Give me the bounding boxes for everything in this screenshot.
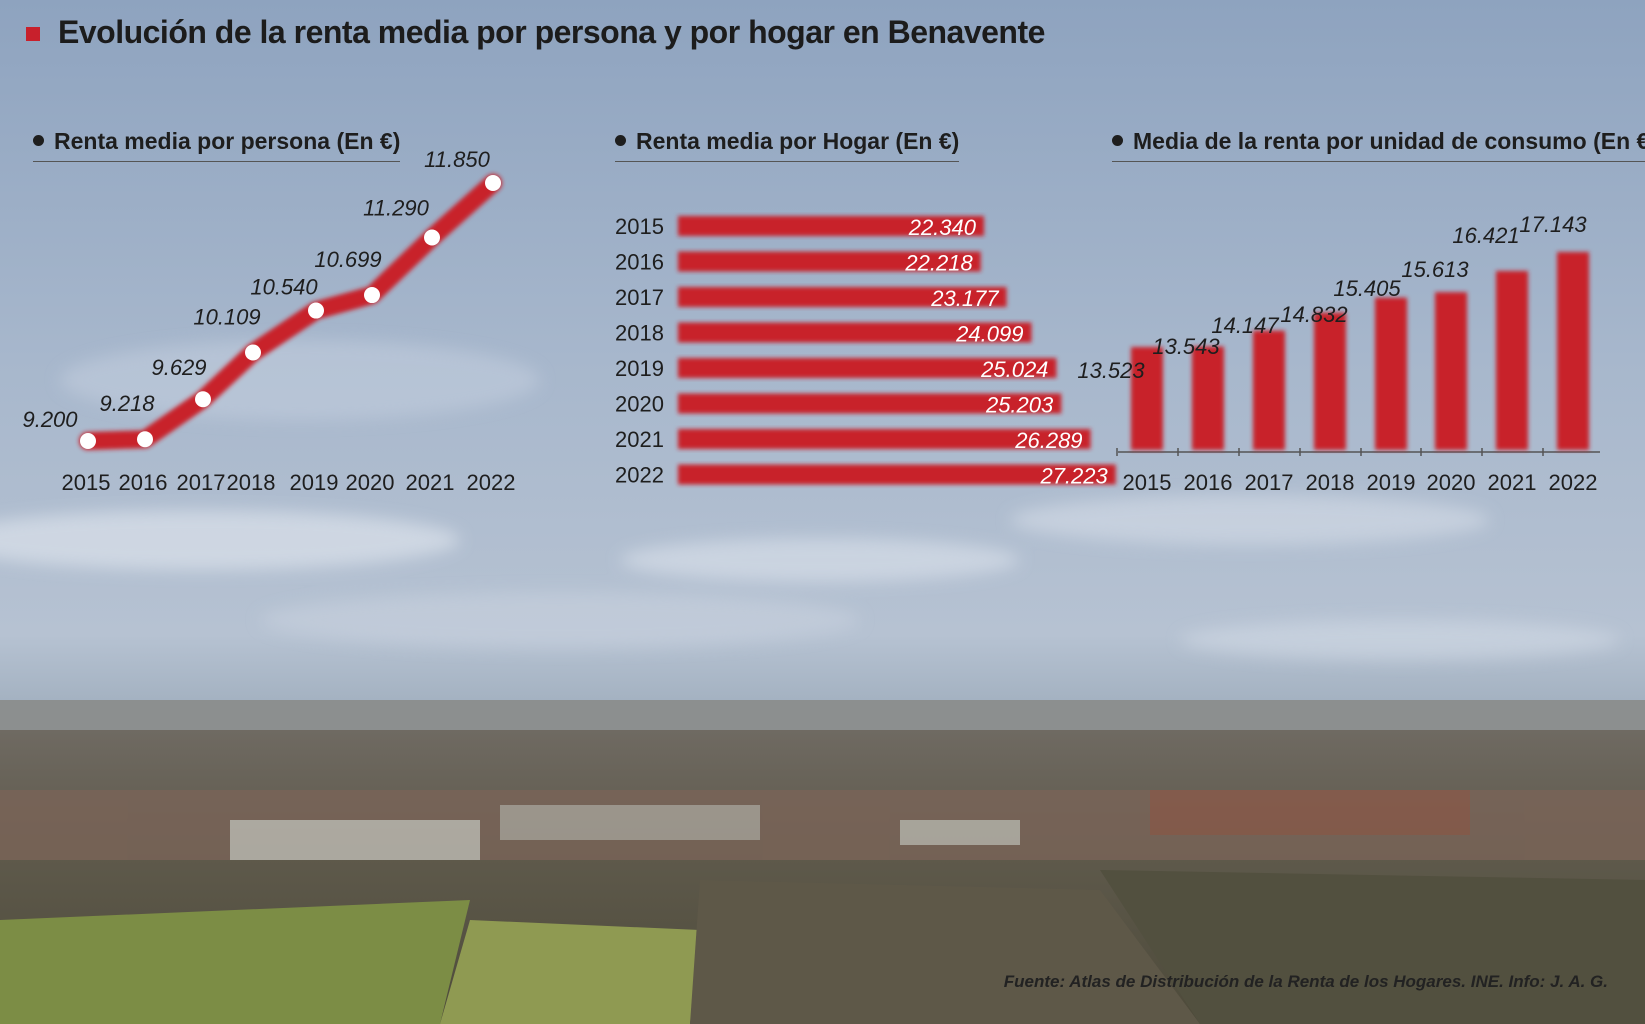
x-tick-2019: 2019 <box>1367 470 1416 495</box>
bar-chart-hogar: 2015 22.340 2016 22.218 2017 23.177 2018 24.099… <box>615 214 1116 489</box>
data-point-2022 <box>485 175 501 191</box>
bar-label-2022: 17.143 <box>1519 212 1587 237</box>
subtitle-persona-text: Renta media por persona (En €) <box>54 128 401 154</box>
bar-chart-consumo: 13.523 2015 13.543 2016 14.147 2017 14.832 2018… <box>1077 212 1600 495</box>
y-tick-2015: 2015 <box>615 214 664 239</box>
x-tick-2018: 2018 <box>227 470 276 495</box>
y-tick-2016: 2016 <box>615 250 664 275</box>
x-tick-2022: 2022 <box>467 470 516 495</box>
bar-label-2017: 23.177 <box>930 286 999 311</box>
bar-2016 <box>678 251 981 272</box>
subtitle-consumo: Media de la renta por unidad de consumo … <box>1112 128 1645 162</box>
y-tick-2020: 2020 <box>615 392 664 417</box>
bar-label-2016: 13.543 <box>1152 334 1220 359</box>
x-tick-2016: 2016 <box>119 470 168 495</box>
bar-2022 <box>1557 252 1589 450</box>
x-tick-2018: 2018 <box>1306 470 1355 495</box>
bar-2022 <box>678 464 1116 485</box>
y-tick-2019: 2019 <box>615 356 664 381</box>
bar-label-2015: 22.340 <box>908 215 977 240</box>
data-point-2017 <box>195 391 211 408</box>
bullet-icon <box>1112 135 1123 147</box>
subtitle-persona: Renta media por persona (En €) <box>33 128 401 162</box>
data-label-2021: 11.290 <box>363 196 429 221</box>
x-tick-2017: 2017 <box>1245 470 1294 495</box>
x-tick-2015: 2015 <box>62 470 111 495</box>
bar-label-2018: 14.832 <box>1280 302 1347 327</box>
bar-2015 <box>1131 347 1163 450</box>
data-label-2016: 9.218 <box>99 391 155 416</box>
x-tick-2022: 2022 <box>1549 470 1598 495</box>
data-point-2019 <box>308 302 324 319</box>
bar-2020 <box>678 393 1062 414</box>
line-chart-persona: 9.200 2015 9.218 2016 9.629 2017 10.109 2018 10.… <box>22 147 515 495</box>
page-title: Evolución de la renta media por persona … <box>58 14 1045 50</box>
bar-label-2020: 15.613 <box>1401 257 1469 282</box>
x-tick-2021: 2021 <box>1488 470 1537 495</box>
bar-2017 <box>1253 330 1285 450</box>
source-note: Fuente: Atlas de Distribución de la Rent… <box>1003 972 1608 991</box>
x-tick-2016: 2016 <box>1184 470 1233 495</box>
y-tick-2018: 2018 <box>615 321 664 346</box>
bar-2019 <box>1375 297 1407 450</box>
bar-2021 <box>678 429 1091 449</box>
data-point-2015 <box>80 433 96 449</box>
subtitle-hogar-text: Renta media por Hogar (En €) <box>636 128 960 154</box>
bar-label-2019: 15.405 <box>1333 276 1401 301</box>
bar-2018 <box>678 322 1032 343</box>
bar-label-2020: 25.203 <box>985 393 1054 418</box>
data-label-2020: 10.699 <box>314 247 381 272</box>
bullet-icon <box>615 135 626 147</box>
data-label-2018: 10.109 <box>193 305 260 330</box>
series-line-persona <box>79 174 502 450</box>
title-marker <box>26 27 40 41</box>
data-label-2019: 10.540 <box>250 275 318 300</box>
bar-label-2018: 24.099 <box>955 322 1023 347</box>
x-tick-2021: 2021 <box>406 470 455 495</box>
x-tick-2019: 2019 <box>290 470 339 495</box>
bar-2020 <box>1435 292 1467 450</box>
bar-label-2022: 27.223 <box>1039 464 1108 489</box>
bar-label-2021: 26.289 <box>1014 428 1082 453</box>
x-tick-2017: 2017 <box>177 470 226 495</box>
bullet-icon <box>33 135 44 147</box>
bar-label-2021: 16.421 <box>1452 223 1519 248</box>
x-tick-2020: 2020 <box>1427 470 1476 495</box>
bar-label-2016: 22.218 <box>904 251 973 276</box>
bar-label-2017: 14.147 <box>1211 313 1279 338</box>
y-tick-2021: 2021 <box>615 427 664 452</box>
bar-2018 <box>1314 312 1346 450</box>
x-tick-2015: 2015 <box>1123 470 1172 495</box>
data-point-2020 <box>364 287 380 304</box>
data-point-2016 <box>137 431 153 448</box>
bar-2015 <box>678 216 984 236</box>
bar-2019 <box>678 358 1057 378</box>
data-point-2018 <box>245 344 261 361</box>
bar-label-2015: 13.523 <box>1077 358 1145 383</box>
subtitle-hogar: Renta media por Hogar (En €) <box>615 128 960 162</box>
y-tick-2017: 2017 <box>615 285 664 310</box>
data-point-2021 <box>424 229 440 246</box>
x-tick-2020: 2020 <box>346 470 395 495</box>
y-tick-2022: 2022 <box>615 463 664 488</box>
bar-label-2019: 25.024 <box>980 357 1048 382</box>
data-label-2015: 9.200 <box>22 407 78 432</box>
data-label-2022: 11.850 <box>424 147 490 172</box>
data-label-2017: 9.629 <box>151 355 206 380</box>
bar-2016 <box>1192 346 1224 450</box>
bar-2021 <box>1496 270 1528 450</box>
bar-2017 <box>678 287 1007 307</box>
subtitle-consumo-text: Media de la renta por unidad de consumo … <box>1133 128 1645 154</box>
